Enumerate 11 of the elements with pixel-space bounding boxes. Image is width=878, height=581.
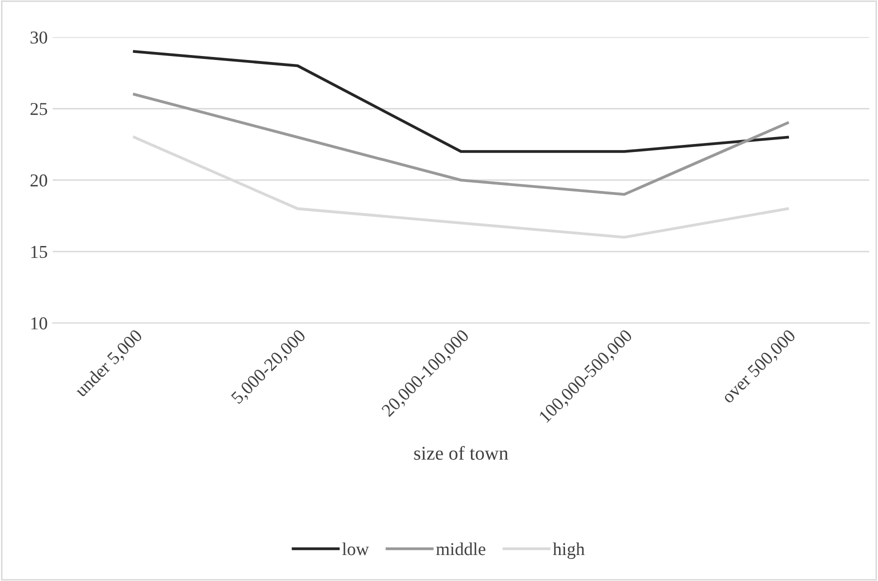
line-series	[132, 92, 789, 196]
legend-label: middle	[436, 542, 486, 556]
legend-label: high	[552, 542, 585, 559]
legend-label: low	[342, 542, 369, 556]
y-tick-label: 20	[30, 174, 48, 187]
y-tick-label: 25	[30, 102, 48, 116]
x-axis-title: size of town	[414, 446, 508, 460]
y-tick-label: 15	[31, 246, 48, 258]
line-series	[132, 50, 789, 153]
y-tick-label: 10	[31, 317, 48, 330]
y-tick-label: 30	[30, 31, 48, 44]
